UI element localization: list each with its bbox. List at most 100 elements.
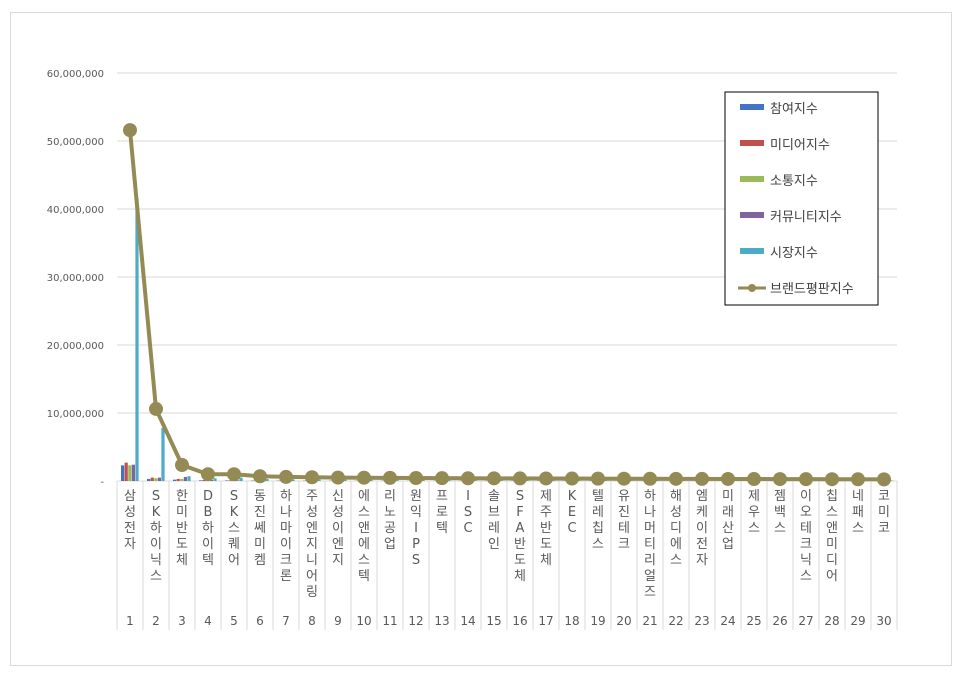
x-tick-char: 스 (852, 521, 864, 536)
line-point (617, 471, 631, 486)
x-tick-char: 칩 (826, 489, 838, 504)
x-tick-char: 나 (280, 505, 292, 520)
x-tick-char: 스 (774, 521, 786, 536)
rank-label: 3 (178, 614, 186, 628)
x-tick-char: 코 (878, 521, 890, 536)
line-point (409, 471, 423, 486)
bar-시장지수 (499, 479, 503, 481)
x-tick-char: 성 (332, 505, 344, 520)
x-tick-char: 하 (202, 521, 214, 536)
bar-시장지수 (369, 479, 373, 481)
bar-시장지수 (395, 479, 399, 481)
x-tick-char: 미 (878, 505, 890, 520)
x-tick-char: C (463, 521, 472, 536)
line-point (851, 472, 865, 487)
x-tick-char: 스 (826, 505, 838, 520)
x-tick-char: 자 (124, 537, 136, 552)
x-tick-char: 스 (358, 553, 370, 568)
x-tick-char: 도 (176, 537, 188, 552)
bar-미디어지수 (202, 479, 206, 481)
rank-label: 18 (564, 614, 579, 628)
x-tick-char: 마 (280, 521, 292, 536)
x-tick-char: 텍 (358, 569, 370, 584)
line-point (227, 467, 241, 482)
rank-label: 4 (204, 614, 212, 628)
bar-시장지수 (317, 479, 321, 481)
x-tick-char: S (412, 553, 420, 568)
x-tick-char: 로 (436, 505, 448, 520)
x-tick-char: 스 (228, 521, 240, 536)
x-tick-char: K (230, 505, 239, 520)
legend-box (724, 91, 879, 306)
legend-label: 참여지수 (770, 102, 818, 117)
x-tick-char: 산 (722, 521, 734, 536)
x-tick-char: 한 (176, 489, 188, 504)
x-tick-char: 삼 (124, 489, 136, 504)
rank-label: 8 (308, 614, 316, 628)
bar-소통지수 (154, 478, 158, 481)
x-tick-char: 켐 (254, 553, 266, 568)
bar-시장지수 (265, 478, 269, 481)
rank-label: 1 (126, 614, 134, 628)
bar-미디어지수 (150, 477, 154, 481)
bar-커뮤니티지수 (235, 480, 239, 481)
bar-시장지수 (187, 476, 191, 481)
x-tick-char: C (567, 521, 576, 536)
x-tick-char: 나 (644, 505, 656, 520)
x-tick-char: 테 (618, 521, 630, 536)
x-tick-char: 머 (644, 521, 656, 536)
x-tick-char: 지 (332, 553, 344, 568)
bar-참여지수 (173, 479, 177, 481)
rank-label: 29 (850, 614, 865, 628)
bar-시장지수 (343, 479, 347, 481)
x-tick-char: 제 (540, 489, 552, 504)
rank-label: 6 (256, 614, 264, 628)
x-tick-char: 스 (150, 569, 162, 584)
line-point (773, 472, 787, 487)
x-tick-char: 스 (358, 505, 370, 520)
legend-swatch (740, 212, 764, 218)
rank-label: 30 (876, 614, 891, 628)
legend-label: 소통지수 (770, 174, 818, 189)
y-tick-label: 30,000,000 (47, 273, 104, 284)
rank-label: 13 (434, 614, 449, 628)
rank-label: 7 (282, 614, 290, 628)
rank-label: 14 (460, 614, 475, 628)
x-tick-char: 칩 (592, 521, 604, 536)
line-point (669, 471, 683, 486)
x-tick-char: 에 (670, 537, 682, 552)
x-tick-char: 체 (176, 553, 188, 568)
legend-swatch (740, 140, 764, 146)
x-tick-char: 체 (540, 553, 552, 568)
legend-swatch (740, 104, 764, 110)
x-tick-char: 이 (202, 537, 214, 552)
line-point (565, 471, 579, 486)
x-tick-char: 스 (670, 553, 682, 568)
bar-참여지수 (147, 478, 151, 481)
bar-소통지수 (180, 478, 184, 481)
bar-시장지수 (889, 480, 893, 481)
line-point (149, 401, 163, 416)
x-tick-char: 이 (280, 537, 292, 552)
rank-label: 17 (538, 614, 553, 628)
line-point (357, 470, 371, 485)
y-tick-label: 20,000,000 (47, 341, 104, 352)
x-tick-char: 텍 (202, 553, 214, 568)
x-tick-char: 스 (800, 569, 812, 584)
bar-참여지수 (121, 465, 125, 481)
bar-미디어지수 (124, 462, 128, 481)
x-tick-char: 진 (618, 505, 630, 520)
